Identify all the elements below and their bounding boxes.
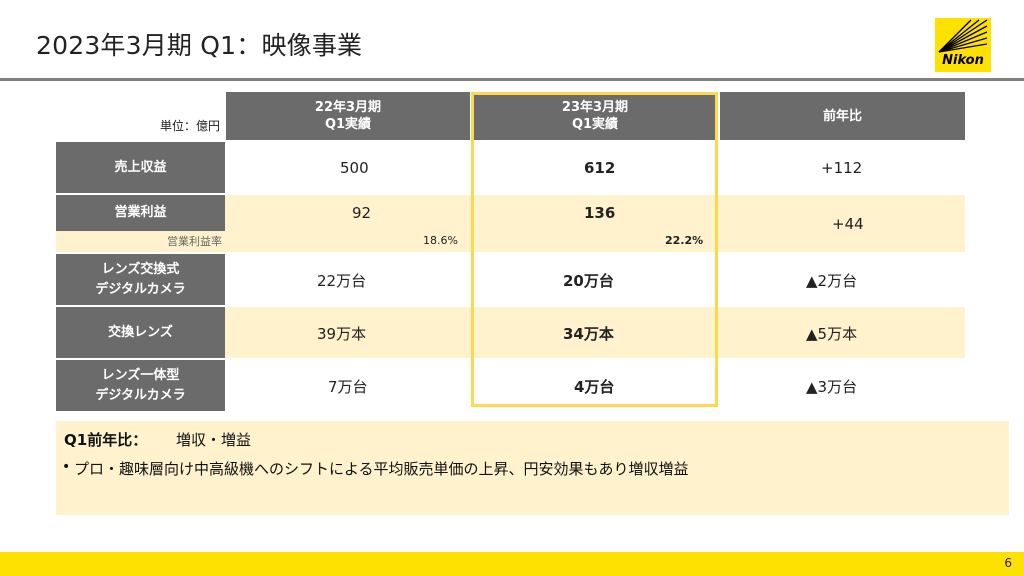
header-curr-year: 23年3月期 Q1実績 (473, 92, 717, 140)
row-label-margin-band (56, 231, 225, 251)
cell-revenue-curr: 612 (584, 159, 616, 177)
cell-margin-curr: 22.2% (665, 234, 704, 247)
row-label-margin: 営業利益率 (167, 235, 222, 248)
cell-compact-diff: ▲3万台 (806, 378, 858, 396)
current-year-highlight-box (471, 92, 718, 407)
header-prev-year: 22年3月期 Q1実績 (226, 92, 470, 140)
cell-ilc-prev: 22万台 (317, 272, 367, 290)
cell-revenue-diff: +112 (821, 159, 863, 177)
row-label-revenue: 売上収益 (56, 142, 225, 193)
row-label-ilc: レンズ交換式 デジタルカメラ (56, 254, 225, 305)
page-title: 2023年3月期 Q1：映像事業 (36, 31, 363, 60)
unit-label: 単位：億円 (159, 119, 220, 133)
cell-op-profit-prev: 92 (352, 204, 372, 222)
bullet-icon: • (62, 459, 71, 475)
page-number: 6 (1004, 556, 1012, 570)
logo-text: Nikon (942, 53, 984, 68)
summary-heading: Q1前年比： (64, 431, 148, 449)
cell-lenses-diff: ▲5万本 (806, 325, 858, 343)
cell-compact-prev: 7万台 (328, 378, 368, 396)
header-yoy: 前年比 (720, 92, 965, 140)
footer-bar (0, 552, 1024, 576)
summary-bullet-text: プロ・趣味層向け中高級機へのシフトによる平均販売単価の上昇、円安効果もあり増収増… (74, 460, 689, 478)
summary-box: Q1前年比： 増収・増益 • プロ・趣味層向け中高級機へのシフトによる平均販売単… (56, 421, 1009, 515)
nikon-logo: Nikon (935, 18, 991, 72)
cell-lenses-curr: 34万本 (563, 325, 614, 343)
cell-margin-prev: 18.6% (423, 234, 458, 247)
cell-op-profit-curr: 136 (584, 204, 616, 222)
cell-op-profit-diff: +44 (832, 215, 864, 233)
cell-compact-curr: 4万台 (574, 378, 615, 396)
cell-lenses-prev: 39万本 (317, 325, 367, 343)
row-label-compact: レンズ一体型 デジタルカメラ (56, 360, 225, 411)
cell-revenue-prev: 500 (340, 159, 369, 177)
cell-ilc-diff: ▲2万台 (806, 272, 858, 290)
title-divider (0, 78, 1024, 81)
row-label-operating-profit: 営業利益 (56, 195, 225, 231)
summary-heading-value: 増収・増益 (176, 431, 252, 449)
row-label-lenses: 交換レンズ (56, 307, 225, 358)
cell-ilc-curr: 20万台 (563, 272, 614, 290)
